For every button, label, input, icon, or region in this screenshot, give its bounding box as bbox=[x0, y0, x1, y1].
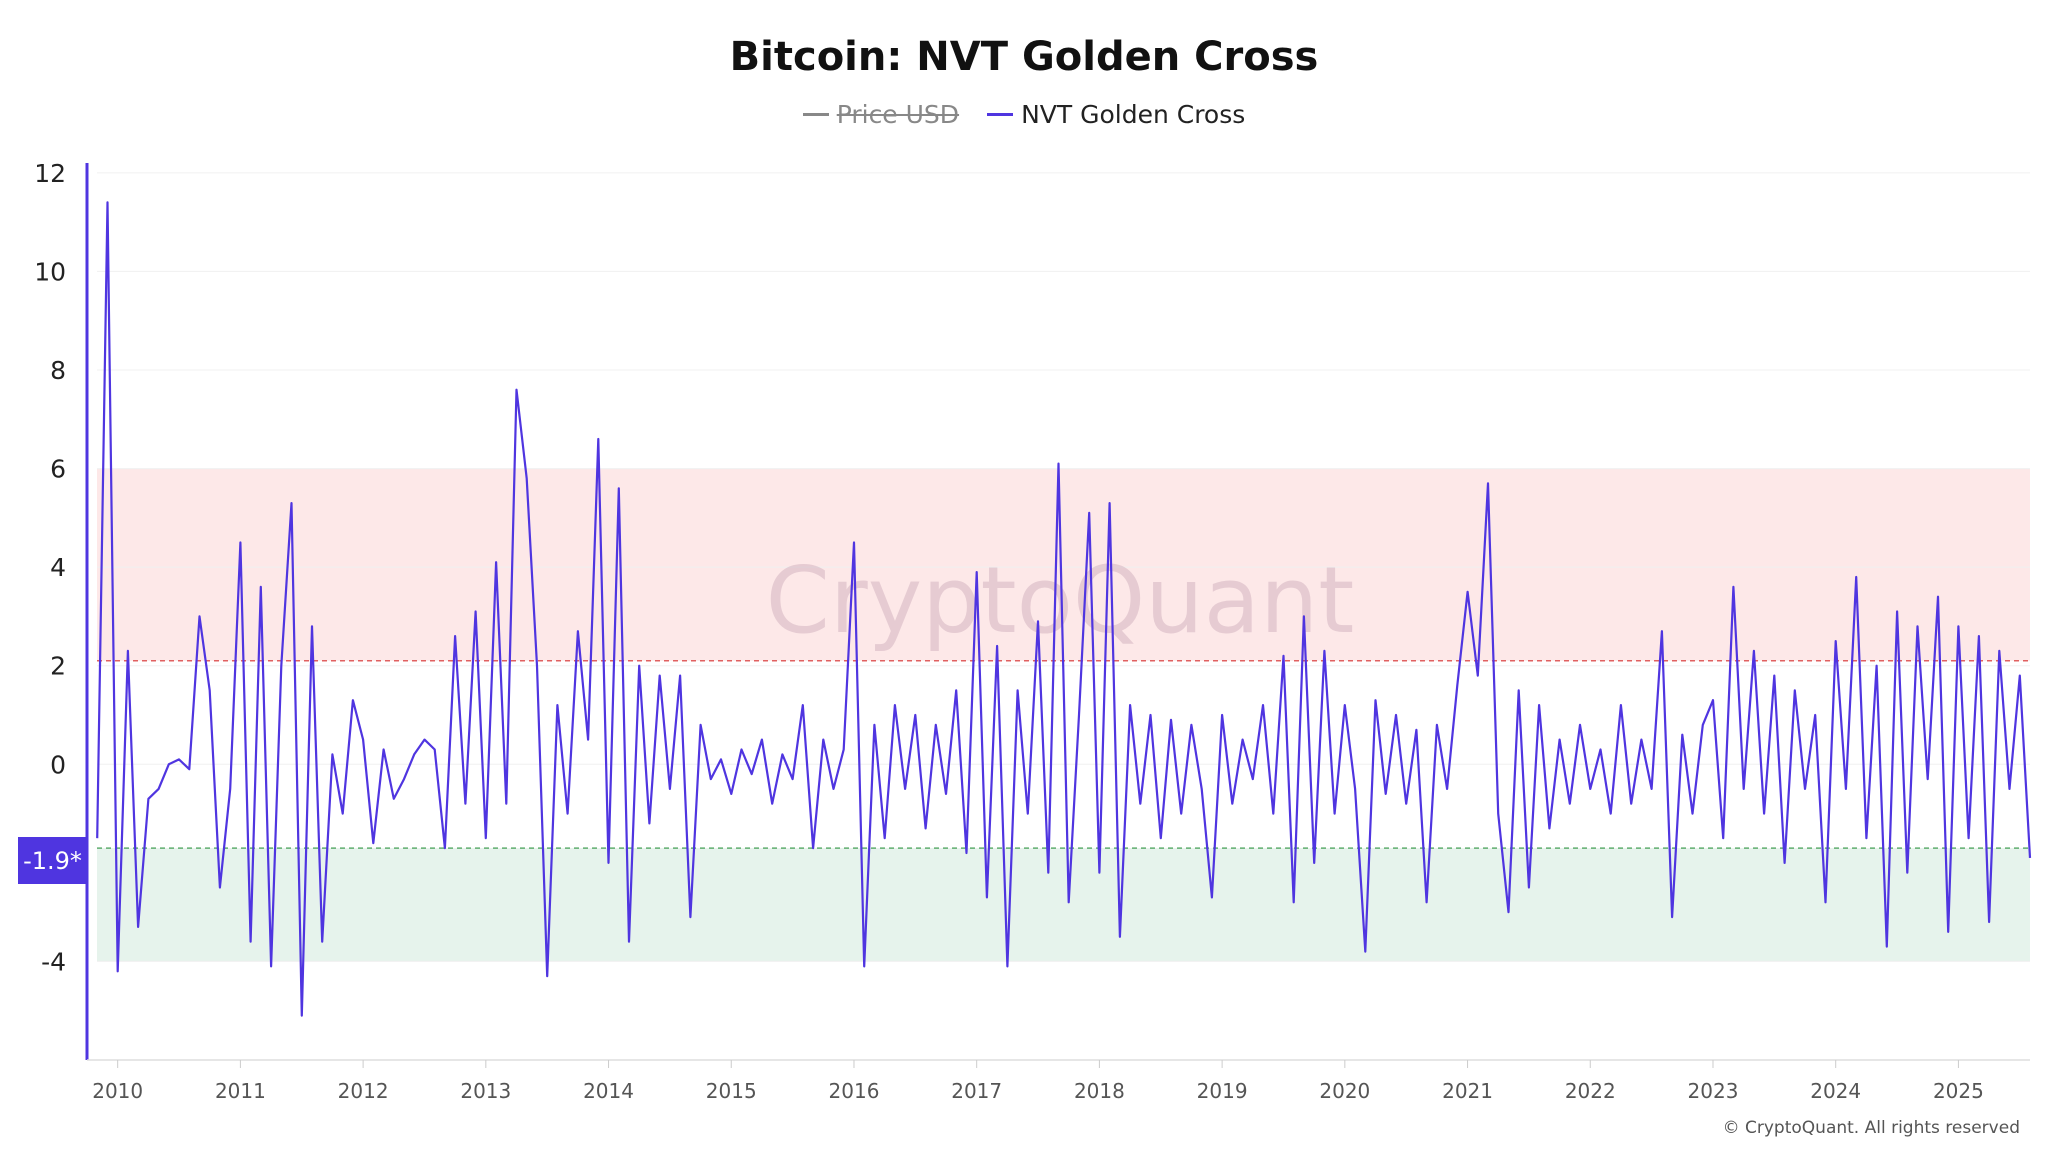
y-tick-label: 0 bbox=[50, 750, 66, 779]
y-tick-label: 6 bbox=[50, 455, 66, 484]
y-tick-label: 10 bbox=[34, 257, 66, 286]
current-value-label: -1.9* bbox=[18, 837, 87, 884]
series-line-nvt-golden-cross bbox=[96, 201, 2032, 1017]
band-0 bbox=[97, 468, 2030, 661]
y-tick-label: 4 bbox=[50, 553, 66, 582]
x-tick-label: 2015 bbox=[706, 1079, 757, 1103]
x-tick-label: 2010 bbox=[92, 1079, 143, 1103]
x-tick-label: 2017 bbox=[951, 1079, 1002, 1103]
x-tick-label: 2012 bbox=[338, 1079, 389, 1103]
x-tick-label: 2011 bbox=[215, 1079, 266, 1103]
legend-label-nvt: NVT Golden Cross bbox=[1021, 100, 1246, 129]
x-tick-label: 2016 bbox=[829, 1079, 880, 1103]
x-tick-label: 2020 bbox=[1319, 1079, 1370, 1103]
x-tick-label: 2023 bbox=[1688, 1079, 1739, 1103]
legend-item-price-usd[interactable]: Price USD bbox=[802, 100, 960, 129]
legend-label-price-usd: Price USD bbox=[836, 100, 960, 129]
legend-swatch-nvt bbox=[987, 113, 1014, 116]
x-tick-label: 2024 bbox=[1810, 1079, 1861, 1103]
y-tick-label: 12 bbox=[34, 159, 66, 188]
y-tick-label: 2 bbox=[50, 652, 66, 681]
legend-item-nvt-golden-cross[interactable]: NVT Golden Cross bbox=[987, 100, 1245, 129]
band-1 bbox=[97, 848, 2030, 962]
x-tick-label: 2018 bbox=[1074, 1079, 1125, 1103]
chart-title: Bitcoin: NVT Golden Cross bbox=[729, 34, 1319, 80]
x-tick-label: 2019 bbox=[1197, 1079, 1248, 1103]
x-tick-label: 2021 bbox=[1442, 1079, 1493, 1103]
y-tick-label: 8 bbox=[50, 356, 66, 385]
x-tick-label: 2022 bbox=[1565, 1079, 1616, 1103]
y-tick-label: -4 bbox=[41, 947, 66, 976]
x-tick-label: 2014 bbox=[583, 1079, 634, 1103]
copyright-text: © CryptoQuant. All rights reserved bbox=[1722, 1118, 2020, 1138]
x-tick-label: 2025 bbox=[1933, 1079, 1984, 1103]
legend: Price USD NVT Golden Cross bbox=[0, 100, 2048, 129]
legend-swatch-price-usd bbox=[802, 113, 829, 116]
x-tick-label: 2013 bbox=[460, 1079, 511, 1103]
